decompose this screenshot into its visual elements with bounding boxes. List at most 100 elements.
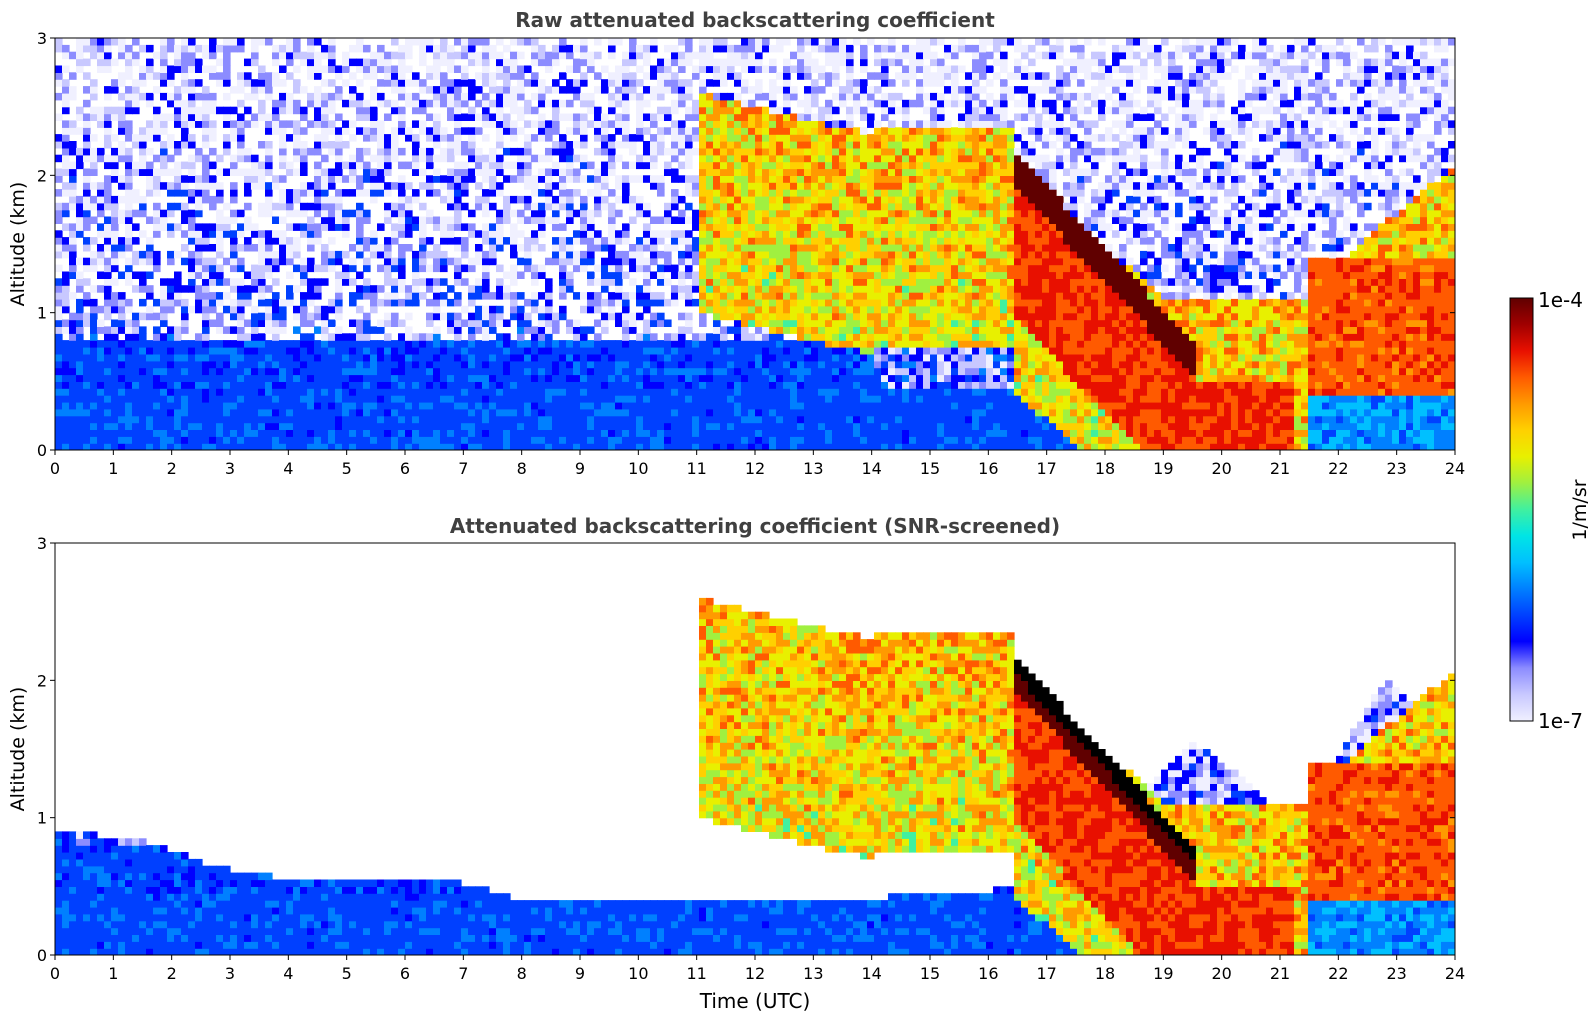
heatmap-cell — [104, 154, 112, 163]
heatmap-cell — [118, 44, 126, 53]
heatmap-cell — [118, 340, 126, 348]
heatmap-cell — [132, 401, 140, 410]
heatmap-cell — [510, 175, 518, 183]
heatmap-cell — [790, 92, 798, 101]
heatmap-cell — [811, 285, 819, 293]
heatmap-cell — [272, 367, 280, 376]
heatmap-cell — [230, 127, 238, 135]
heatmap-cell — [370, 106, 378, 115]
heatmap-cell — [510, 367, 518, 376]
heatmap-cell — [650, 353, 658, 362]
heatmap-cell — [797, 72, 805, 80]
heatmap-cell — [342, 250, 350, 259]
heatmap-cell — [209, 367, 217, 376]
heatmap-cell — [762, 127, 770, 135]
heatmap-cell — [139, 388, 147, 396]
heatmap-cell — [734, 127, 742, 135]
heatmap-cell — [174, 147, 182, 156]
heatmap-cell — [293, 443, 301, 450]
heatmap-cell — [797, 244, 805, 252]
heatmap-cell — [230, 374, 238, 382]
heatmap-cell — [342, 436, 350, 444]
heatmap-cell — [573, 436, 581, 444]
heatmap-cell — [741, 223, 749, 231]
heatmap-cell — [307, 401, 315, 410]
heatmap-cell — [405, 38, 413, 46]
heatmap-cell — [699, 223, 707, 231]
heatmap-cell — [202, 347, 210, 355]
heatmap-cell — [699, 305, 707, 314]
heatmap-cell — [454, 326, 462, 334]
heatmap-cell — [111, 395, 119, 403]
heatmap-cell — [601, 257, 609, 266]
heatmap-cell — [272, 113, 280, 121]
heatmap-cell — [83, 381, 91, 389]
heatmap-cell — [461, 161, 469, 170]
heatmap-cell — [636, 340, 644, 348]
heatmap-cell — [657, 401, 665, 410]
heatmap-cell — [755, 374, 763, 382]
heatmap-cell — [783, 443, 791, 450]
heatmap-cell — [573, 395, 581, 403]
heatmap-cell — [377, 401, 385, 410]
heatmap-cell — [223, 141, 231, 149]
heatmap-cell — [699, 401, 707, 410]
heatmap-cell — [727, 237, 735, 245]
heatmap-cell — [615, 65, 623, 73]
heatmap-cell — [720, 141, 728, 149]
heatmap-cell — [748, 422, 756, 430]
heatmap-cell — [629, 278, 637, 286]
heatmap-cell — [272, 216, 280, 224]
heatmap-cell — [356, 271, 364, 279]
heatmap-cell — [391, 415, 399, 424]
heatmap-cell — [643, 271, 651, 279]
heatmap-cell — [601, 65, 609, 73]
heatmap-cell — [55, 202, 63, 211]
heatmap-cell — [657, 312, 665, 321]
heatmap-cell — [237, 395, 245, 403]
heatmap-cell — [62, 154, 70, 163]
heatmap-cell — [90, 347, 98, 355]
heatmap-cell — [706, 209, 714, 218]
heatmap-cell — [209, 278, 217, 286]
heatmap-cell — [804, 305, 812, 314]
heatmap-cell — [419, 353, 427, 362]
heatmap-cell — [755, 340, 763, 348]
heatmap-cell — [615, 154, 623, 163]
heatmap-cell — [314, 195, 322, 204]
heatmap-cell — [76, 154, 84, 163]
heatmap-cell — [384, 292, 392, 300]
heatmap-cell — [55, 244, 63, 252]
heatmap-cell — [195, 223, 203, 231]
heatmap-cell — [216, 436, 224, 444]
heatmap-cell — [300, 312, 308, 321]
heatmap-cell — [216, 298, 224, 307]
heatmap-cell — [664, 298, 672, 307]
heatmap-cell — [482, 422, 490, 430]
heatmap-cell — [762, 106, 770, 115]
heatmap-cell — [146, 429, 154, 437]
heatmap-cell — [237, 99, 245, 108]
heatmap-cell — [650, 292, 658, 300]
heatmap-cell — [727, 189, 735, 197]
heatmap-cell — [447, 257, 455, 266]
heatmap-cell — [384, 250, 392, 259]
heatmap-cell — [475, 443, 483, 450]
heatmap-cell — [223, 58, 231, 67]
heatmap-cell — [566, 395, 574, 403]
heatmap-cell — [475, 422, 483, 430]
heatmap-cell — [783, 429, 791, 437]
heatmap-cell — [146, 271, 154, 279]
heatmap-cell — [279, 353, 287, 362]
heatmap-cell — [97, 51, 105, 60]
heatmap-cell — [531, 381, 539, 389]
heatmap-cell — [314, 223, 322, 231]
heatmap-cell — [748, 209, 756, 218]
heatmap-cell — [237, 340, 245, 348]
heatmap-cell — [314, 65, 322, 73]
heatmap-cell — [650, 72, 658, 80]
heatmap-cell — [727, 120, 735, 128]
heatmap-cell — [650, 154, 658, 163]
heatmap-cell — [664, 278, 672, 286]
heatmap-cell — [405, 161, 413, 170]
